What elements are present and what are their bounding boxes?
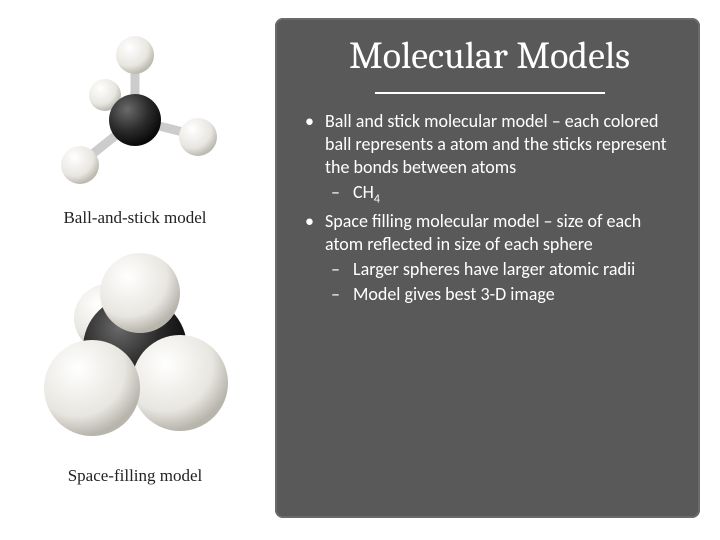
sub-bullet-text: Larger spheres have larger atomic radii [353,258,678,281]
space-filling-icon [30,248,240,458]
slide: Ball-and-stick model [0,0,720,540]
bullet-list: • Ball and stick molecular model – each … [301,110,678,306]
sub-bullet-text: CH4 [353,181,678,208]
sub-bullet-marker: – [331,258,353,281]
ball-stick-model: Ball-and-stick model [50,30,220,228]
sub-bullet-item: – Model gives best 3-D image [301,283,678,306]
bullet-marker: • [305,110,325,179]
bullet-marker: • [305,210,325,256]
bullet-item: • Ball and stick molecular model – each … [301,110,678,179]
ball-stick-icon [50,30,220,200]
bullet-text: Space filling molecular model – size of … [325,210,678,256]
space-filling-model: Space-filling model [30,248,240,486]
left-column: Ball-and-stick model [0,0,270,540]
bullet-item: • Space filling molecular model – size o… [301,210,678,256]
ball-stick-caption: Ball-and-stick model [63,208,206,228]
sub-bullet-marker: – [331,181,353,208]
title-divider [375,92,605,94]
sub-bullet-marker: – [331,283,353,306]
sub-bullet-item: – Larger spheres have larger atomic radi… [301,258,678,281]
sub-bullet-item: – CH4 [301,181,678,208]
space-filling-caption: Space-filling model [68,466,203,486]
slide-title: Molecular Models [301,36,678,78]
sub-bullet-text: Model gives best 3-D image [353,283,678,306]
bullet-text: Ball and stick molecular model – each co… [325,110,678,179]
content-panel: Molecular Models • Ball and stick molecu… [275,18,700,518]
